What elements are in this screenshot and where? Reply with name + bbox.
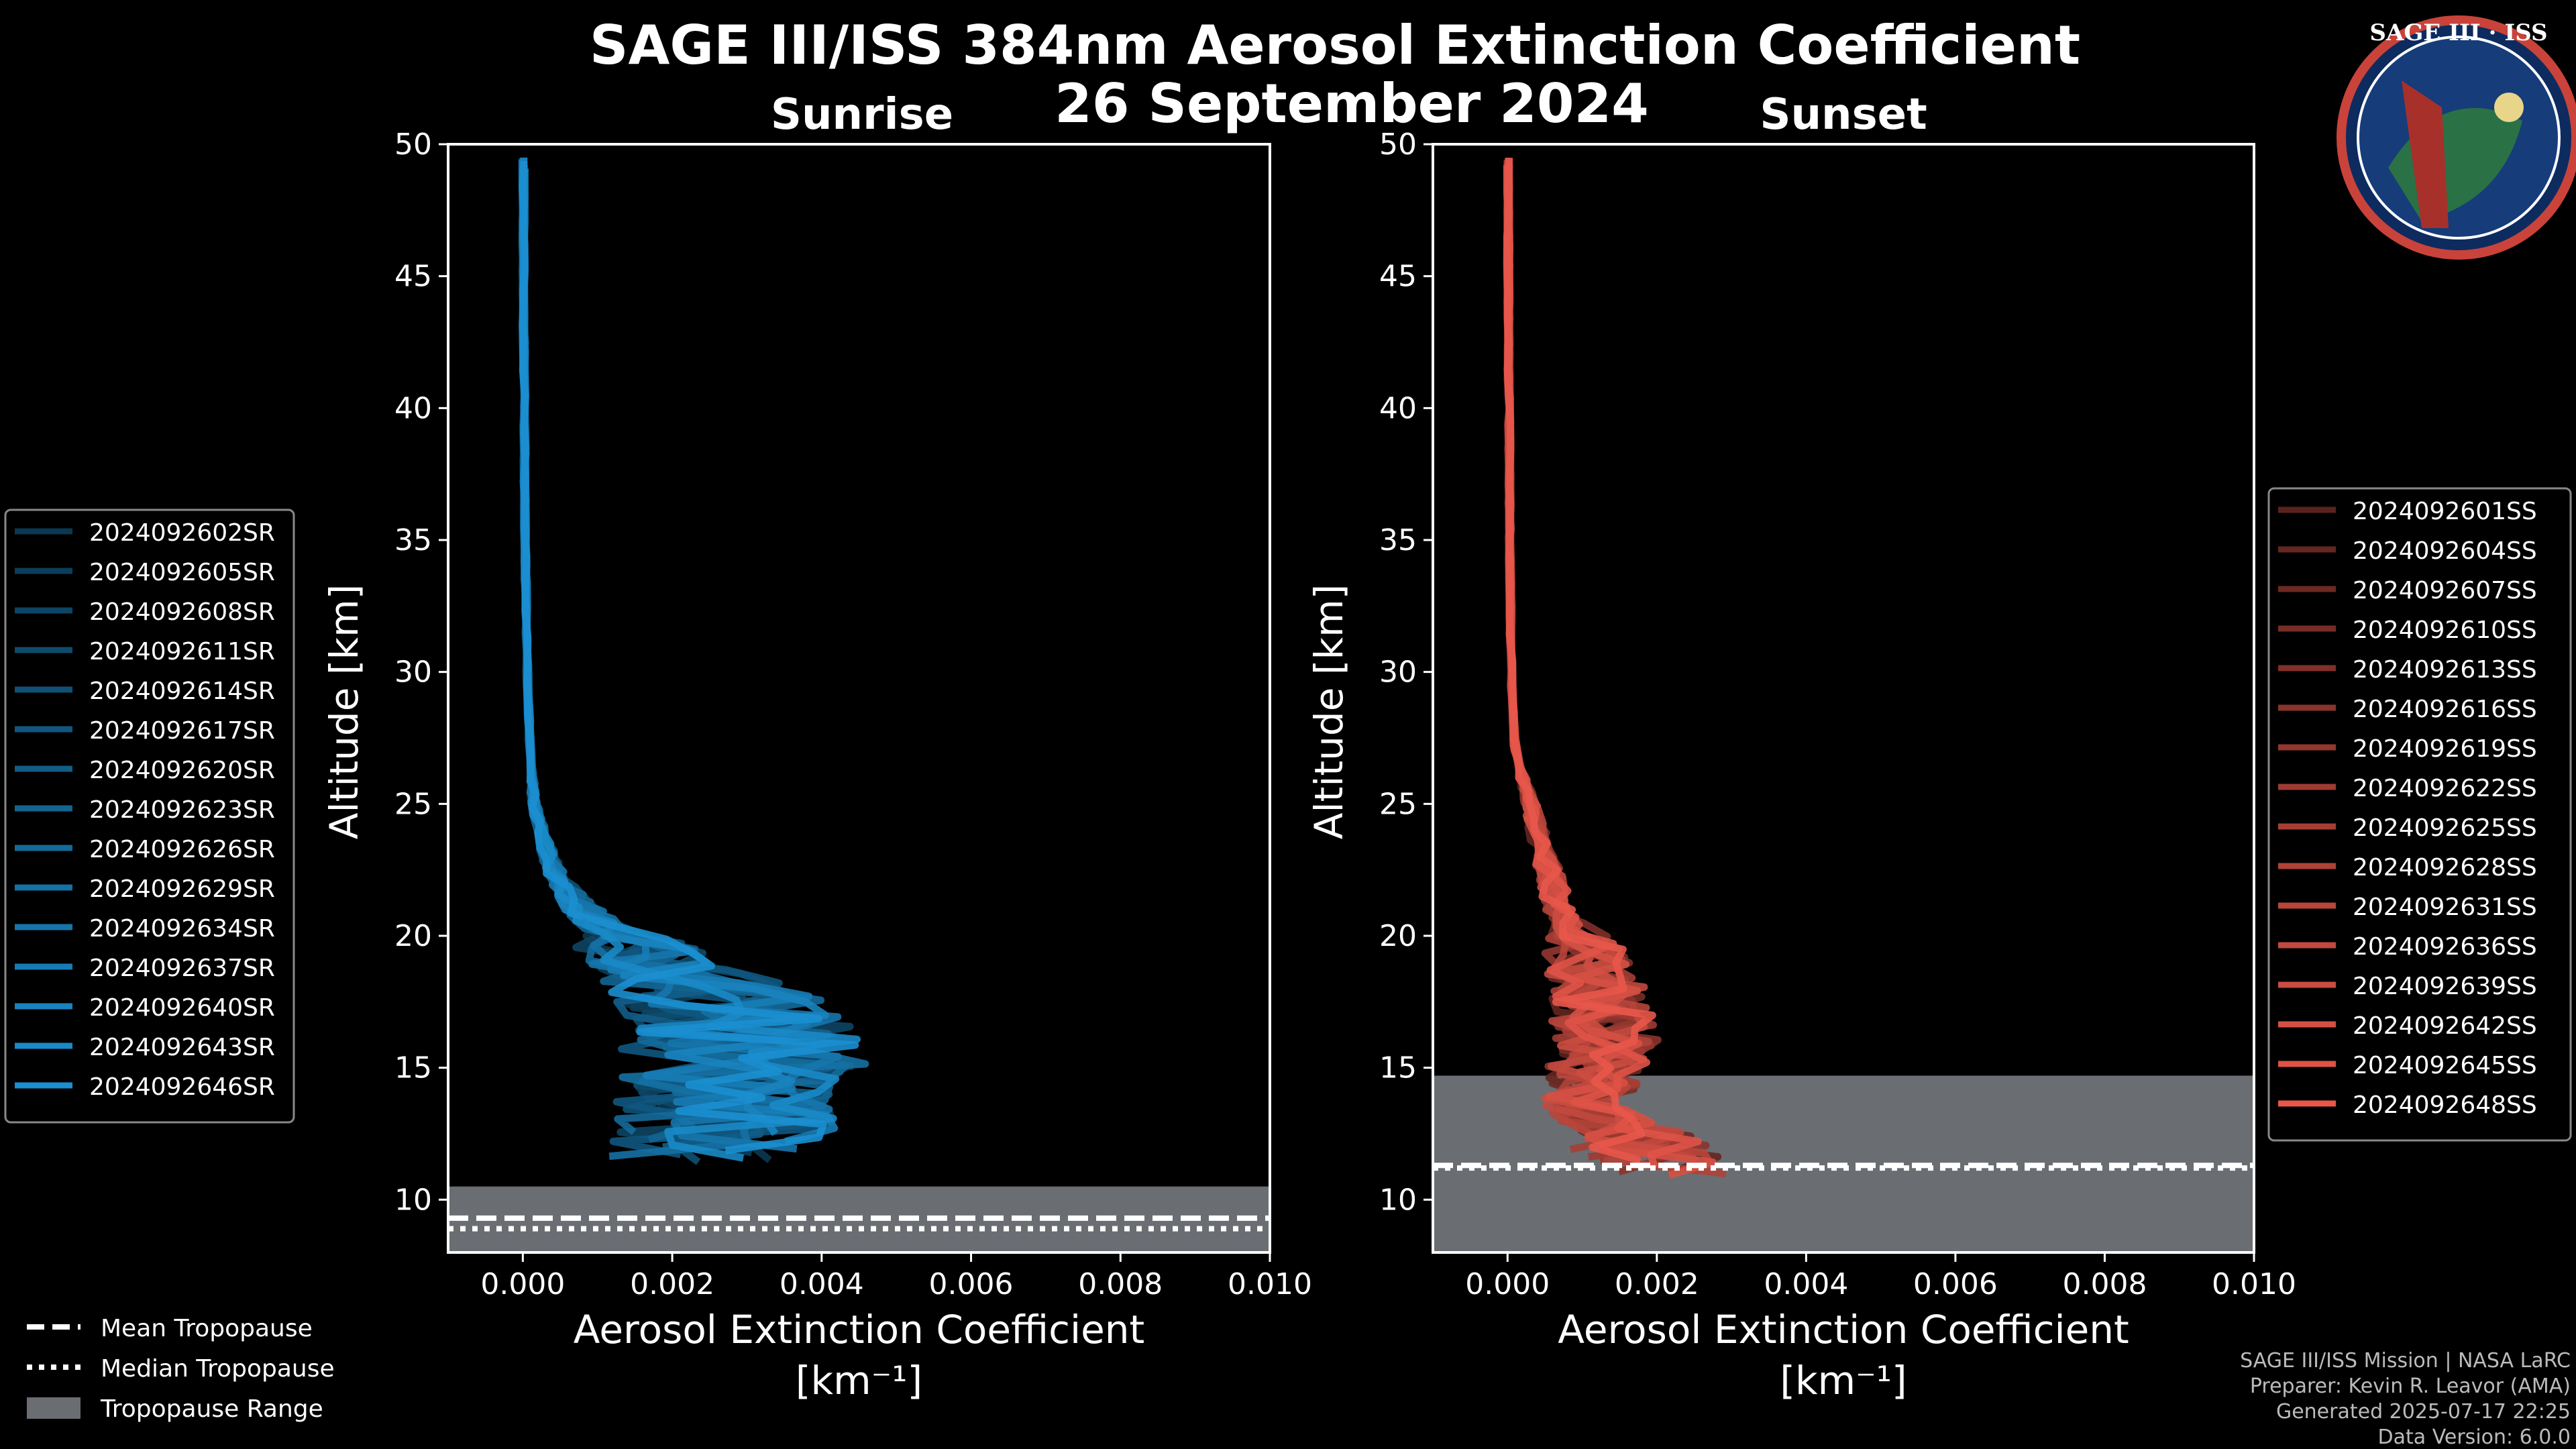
x-axis-unit: [km⁻¹] [796, 1358, 922, 1403]
mean-tropopause-label: Mean Tropopause [101, 1315, 313, 1342]
legend-label-2024092607SS: 2024092607SS [2353, 577, 2537, 604]
y-tick-label-35: 35 [394, 523, 432, 557]
legend-label-2024092631SS: 2024092631SS [2353, 894, 2537, 921]
legend-label-2024092620SR: 2024092620SR [89, 757, 275, 784]
footer: SAGE III/ISS Mission | NASA LaRC Prepare… [2240, 1349, 2571, 1449]
y-tick-label-30: 30 [1379, 655, 1417, 690]
panel-title-sunset: Sunset [1760, 90, 1927, 140]
logo-text: SAGE III · ISS [2369, 19, 2547, 46]
legend-sunset: 2024092601SS 2024092604SS 2024092607SS 2024… [2267, 487, 2572, 1142]
y-tick-label-40: 40 [1379, 391, 1417, 425]
y-tick-label-45: 45 [394, 260, 432, 294]
legend-label-2024092623SR: 2024092623SR [89, 796, 275, 824]
x-tick-label-1: 0.002 [630, 1267, 714, 1301]
tropopause-legend: Mean Tropopause Median Tropopause Tropop… [27, 1315, 335, 1423]
x-axis-unit: [km⁻¹] [1780, 1358, 1907, 1403]
legend-label-2024092611SR: 2024092611SR [89, 638, 275, 665]
legend-label-2024092634SR: 2024092634SR [89, 915, 275, 943]
footer-line-4: Data Version: 6.0.0 [2378, 1426, 2571, 1449]
legend-label-2024092605SR: 2024092605SR [89, 559, 275, 586]
legend-label-2024092628SS: 2024092628SS [2353, 854, 2537, 881]
profile-line-2024092648SS [1503, 158, 1656, 1165]
y-tick-label-15: 15 [394, 1051, 432, 1085]
plot-frame [1432, 143, 2255, 1254]
x-tick-label-5: 0.010 [2212, 1267, 2296, 1301]
sage-iss-mission-logo: SAGE III · ISS [2337, 15, 2576, 260]
x-tick-label-2: 0.004 [1764, 1267, 1848, 1301]
y-tick-label-40: 40 [394, 391, 432, 425]
x-axis-label: Aerosol Extinction Coefficient [1558, 1307, 2129, 1352]
x-tick-label-4: 0.008 [2062, 1267, 2147, 1301]
x-tick-label-4: 0.008 [1078, 1267, 1163, 1301]
legend-label-2024092602SR: 2024092602SR [89, 519, 275, 547]
legend-label-2024092629SR: 2024092629SR [89, 875, 275, 903]
legend-label-2024092637SR: 2024092637SR [89, 955, 275, 982]
x-tick-label-5: 0.010 [1228, 1267, 1312, 1301]
y-tick-label-35: 35 [1379, 523, 1417, 557]
x-tick-label-3: 0.006 [1913, 1267, 1998, 1301]
x-tick-label-2: 0.004 [780, 1267, 864, 1301]
y-axis-label: Altitude [km] [321, 584, 367, 839]
legend-label-2024092622SS: 2024092622SS [2353, 775, 2537, 802]
legend-label-2024092614SR: 2024092614SR [89, 678, 275, 705]
legend-frame-sr [4, 508, 295, 1124]
legend-label-2024092617SR: 2024092617SR [89, 717, 275, 745]
y-axis-label: Altitude [km] [1306, 584, 1352, 839]
legend-label-2024092642SS: 2024092642SS [2353, 1012, 2537, 1040]
x-tick-label-1: 0.002 [1615, 1267, 1699, 1301]
legend-sunrise: 2024092602SR 2024092605SR 2024092608SR 2024… [4, 508, 295, 1124]
tropopause-range-swatch [27, 1397, 80, 1419]
profile-line-2024092646SR [519, 160, 859, 1155]
footer-line-2: Preparer: Kevin R. Leavor (AMA) [2250, 1375, 2571, 1398]
panel-title-sunrise: Sunrise [771, 90, 953, 140]
footer-line-3: Generated 2025-07-17 22:25 [2276, 1400, 2571, 1424]
legend-label-2024092648SS: 2024092648SS [2353, 1091, 2537, 1119]
median-tropopause-label: Median Tropopause [101, 1355, 335, 1383]
y-tick-label-10: 10 [1379, 1183, 1417, 1217]
legend-label-2024092640SR: 2024092640SR [89, 994, 275, 1022]
legend-label-2024092636SS: 2024092636SS [2353, 933, 2537, 961]
plot-frame [447, 143, 1271, 1254]
legend-label-2024092646SR: 2024092646SR [89, 1073, 275, 1101]
x-tick-label-3: 0.006 [929, 1267, 1014, 1301]
y-tick-label-15: 15 [1379, 1051, 1417, 1085]
legend-frame-ss [2267, 487, 2572, 1142]
x-tick-label-0: 0.000 [480, 1267, 565, 1301]
figure-date: 26 September 2024 [1055, 72, 1649, 135]
x-axis-label: Aerosol Extinction Coefficient [574, 1307, 1145, 1352]
y-tick-label-10: 10 [394, 1183, 432, 1217]
y-tick-label-25: 25 [1379, 787, 1417, 821]
panel-sunset: 10 15 20 25 30 35 40 45 50 0.000 0.002 0.004 0.006 0.… [1306, 127, 2296, 1403]
figure-title: SAGE III/ISS 384nm Aerosol Extinction Co… [590, 14, 2080, 76]
x-tick-label-0: 0.000 [1465, 1267, 1550, 1301]
y-tick-label-20: 20 [1379, 919, 1417, 953]
legend-label-2024092625SS: 2024092625SS [2353, 814, 2537, 842]
plot-area-ss [1433, 157, 2254, 1252]
legend-label-2024092610SS: 2024092610SS [2353, 616, 2537, 644]
profile-line-2024092616SS [1503, 168, 1710, 1176]
y-tick-label-50: 50 [1379, 127, 1417, 162]
legend-label-2024092616SS: 2024092616SS [2353, 696, 2537, 723]
y-tick-label-30: 30 [394, 655, 432, 690]
y-tick-label-45: 45 [1379, 260, 1417, 294]
legend-label-2024092613SS: 2024092613SS [2353, 656, 2537, 684]
footer-line-1: SAGE III/ISS Mission | NASA LaRC [2240, 1349, 2571, 1373]
legend-label-2024092626SR: 2024092626SR [89, 836, 275, 863]
plot-area-sr [448, 157, 1270, 1252]
y-tick-label-25: 25 [394, 787, 432, 821]
legend-label-2024092645SS: 2024092645SS [2353, 1052, 2537, 1079]
legend-label-2024092601SS: 2024092601SS [2353, 498, 2537, 525]
legend-label-2024092619SS: 2024092619SS [2353, 735, 2537, 763]
y-tick-label-50: 50 [394, 127, 432, 162]
panel-sunrise: 10 15 20 25 30 35 40 45 50 0.000 0.002 0.004 0.006 0.… [321, 127, 1312, 1403]
profile-line-2024092631SS [1503, 163, 1715, 1169]
legend-label-2024092608SR: 2024092608SR [89, 598, 275, 626]
legend-label-2024092604SS: 2024092604SS [2353, 537, 2537, 565]
tropopause-range-label: Tropopause Range [100, 1395, 323, 1423]
y-tick-label-20: 20 [394, 919, 432, 953]
legend-label-2024092643SR: 2024092643SR [89, 1034, 275, 1061]
legend-label-2024092639SS: 2024092639SS [2353, 973, 2537, 1000]
